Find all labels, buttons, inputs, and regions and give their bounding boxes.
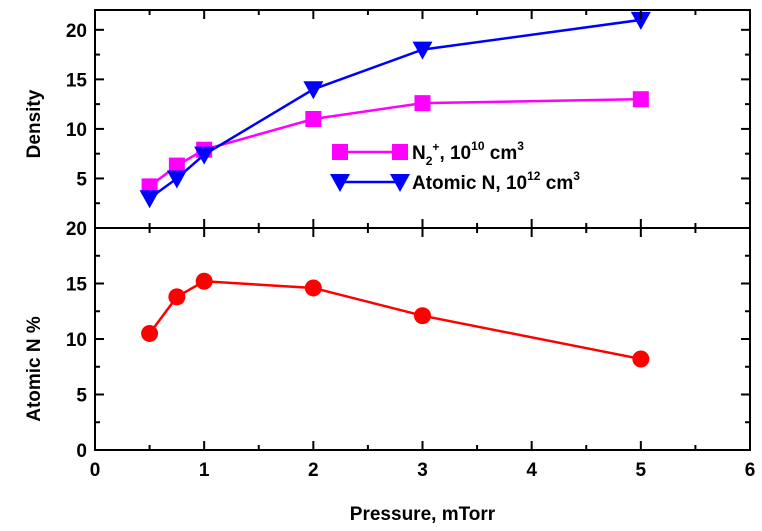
atomic-n-density-series-point xyxy=(630,11,651,30)
top-y-tick-label: 5 xyxy=(76,169,87,190)
atomic-n-density-series-point xyxy=(303,81,324,100)
n2-plus-series-point xyxy=(305,111,322,127)
atomic-n-density-series-point xyxy=(139,190,160,209)
atomic-n-percent-series-line xyxy=(148,280,642,361)
legend-label: N2+, 1010 cm3 xyxy=(412,139,524,168)
atomic-n-density-series-point xyxy=(412,41,433,60)
atomic-n-percent-series-point xyxy=(195,272,213,290)
atomic-n-percent-series-point xyxy=(168,288,186,306)
atomic-n-density-series-point xyxy=(166,170,187,189)
atomic-n-percent-series-point xyxy=(414,307,431,325)
x-tick-label: 4 xyxy=(526,460,537,481)
legend-marker xyxy=(390,174,410,192)
top-panel: 5 10 15 20 xyxy=(66,9,751,229)
bottom-y-tick-label: 0 xyxy=(76,441,87,462)
atomic-n-density-series-line xyxy=(148,18,642,200)
top-y-tick-label: 20 xyxy=(66,21,87,42)
x-tick-label: 2 xyxy=(308,460,319,481)
bottom-panel: 0 5 10 15 20 xyxy=(66,219,751,462)
top-y-axis-title: Density xyxy=(24,89,45,158)
top-y-tick-label: 10 xyxy=(66,120,87,141)
n2-plus-series-point xyxy=(414,95,431,112)
legend-marker xyxy=(392,144,408,160)
bottom-y-tick-label: 15 xyxy=(66,275,88,296)
bottom-y-tick-label: 10 xyxy=(66,330,87,351)
atomic-n-percent-series-point xyxy=(141,324,159,342)
bottom-y-tick-label: 20 xyxy=(66,219,87,240)
legend-marker xyxy=(330,174,350,192)
bottom-y-axis-title: Atomic N % xyxy=(24,316,45,422)
x-axis: 0 1 2 3 4 5 6 xyxy=(90,10,756,481)
n2-plus-series-point xyxy=(168,157,185,174)
atomic-n-percent-series-point xyxy=(304,279,322,297)
legend-marker xyxy=(332,144,348,160)
x-tick-label: 1 xyxy=(199,460,210,481)
x-tick-label: 3 xyxy=(417,460,428,481)
bottom-y-tick-label: 5 xyxy=(76,386,87,407)
atomic-n-density-series-point xyxy=(194,146,215,165)
n2-plus-series-point xyxy=(632,91,649,108)
x-tick-label: 6 xyxy=(745,460,756,481)
bottom-plot-frame xyxy=(94,227,751,451)
x-tick-label: 0 xyxy=(90,460,101,481)
x-axis-title: Pressure, mTorr xyxy=(350,504,496,525)
x-tick-label: 5 xyxy=(636,460,647,481)
top-y-tick-label: 15 xyxy=(66,70,88,91)
atomic-n-percent-series-point xyxy=(632,350,650,368)
legend-label: Atomic N, 1012 cm3 xyxy=(412,169,580,194)
